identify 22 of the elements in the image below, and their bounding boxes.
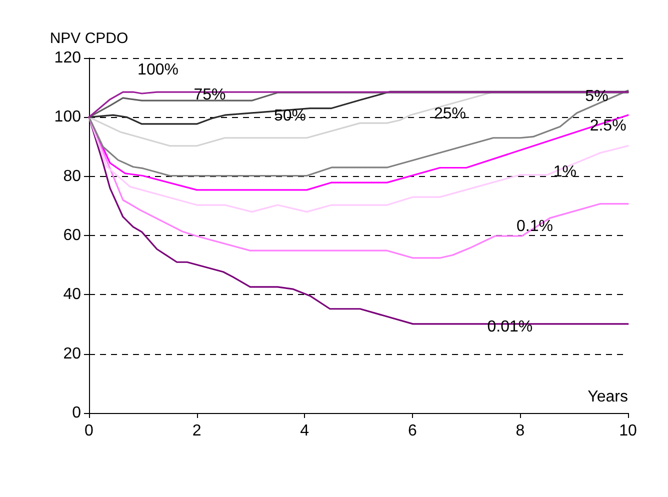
line-series	[88, 90, 629, 177]
y-tick-label: 20	[63, 345, 82, 362]
x-axis-title: Years	[588, 388, 628, 406]
x-tick-label: 10	[619, 422, 637, 440]
x-tick-label: 6	[408, 422, 417, 440]
annotation: 50%	[274, 108, 306, 124]
y-tick-label: 0	[72, 404, 82, 422]
annotation: 100%	[138, 62, 178, 78]
x-tick-label: 2	[192, 422, 202, 440]
y-axis-title: NPV CPDO	[50, 30, 128, 47]
y-tick-label: 100	[54, 108, 82, 126]
x-tick-label: 0	[84, 422, 94, 440]
annotation: 0.1%	[516, 218, 553, 236]
y-tick-label: 60	[63, 227, 82, 244]
annotation: 2.5%	[590, 118, 626, 135]
annotation: 1%	[553, 163, 576, 180]
annotation: 5%	[585, 88, 608, 105]
x-tick-label: 8	[516, 422, 525, 440]
y-tick-label: 80	[63, 168, 82, 185]
y-tick-label: 40	[63, 286, 82, 304]
y-tick-label: 120	[54, 50, 82, 66]
x-tick-label: 4	[300, 422, 310, 440]
